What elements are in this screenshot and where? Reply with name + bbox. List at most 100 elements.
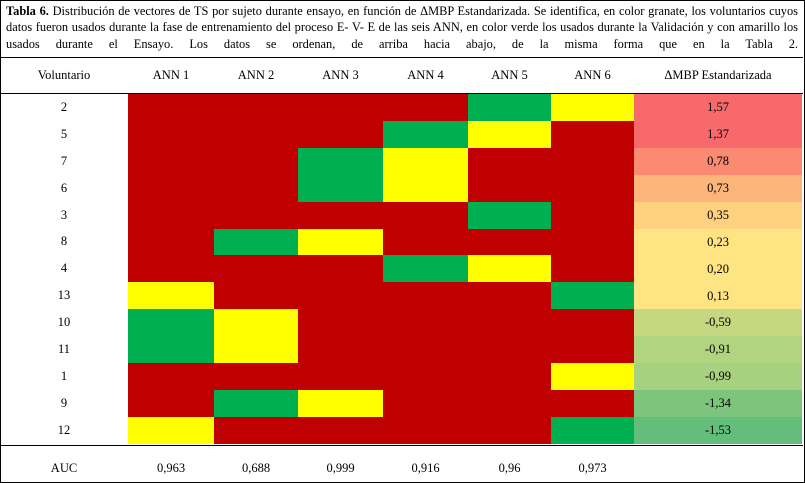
- ann-cell: [214, 94, 298, 122]
- ann-cell: [298, 309, 383, 337]
- auc-value: 0,688: [241, 460, 271, 475]
- ann-cell: [383, 282, 468, 310]
- voluntario-cell: 8: [60, 234, 68, 249]
- ann-cell: [551, 174, 634, 203]
- column-header: ANN 4: [407, 67, 444, 82]
- ann-cell: [298, 174, 383, 203]
- ann-cell: [551, 309, 634, 337]
- dmbp-cell: -0,59: [634, 309, 802, 337]
- voluntario-cell: 3: [60, 207, 68, 222]
- ann-cell: [551, 147, 634, 176]
- dmbp-cell: 0,23: [634, 228, 802, 256]
- ann-cell: [383, 389, 468, 418]
- voluntario-cell: 1: [60, 368, 68, 383]
- ann-cell: [468, 389, 551, 418]
- dmbp-cell: 0,13: [634, 282, 802, 310]
- ann-cell: [383, 228, 468, 256]
- ann-cell: [383, 255, 468, 283]
- ann-cell: [128, 94, 214, 122]
- ann-cell: [468, 120, 551, 149]
- ann-cell: [128, 363, 214, 391]
- dmbp-cell: -0,99: [634, 363, 802, 391]
- auc-value: 0,963: [156, 460, 186, 475]
- ann-cell: [468, 336, 551, 364]
- ann-cell: [298, 255, 383, 283]
- voluntario-cell: 6: [60, 180, 68, 195]
- ann-cell: [214, 255, 298, 283]
- auc-value: 0,916: [411, 460, 440, 475]
- dmbp-cell: 0,20: [634, 255, 802, 283]
- ann-cell: [383, 336, 468, 364]
- ann-cell: [214, 363, 298, 391]
- ann-cell: [468, 174, 551, 203]
- ann-cell: [551, 94, 634, 122]
- ann-cell: [214, 309, 298, 337]
- dmbp-cell: -1,53: [634, 416, 802, 445]
- ann-cell: [298, 147, 383, 176]
- caption-label: Tabla 6.: [6, 4, 49, 18]
- ann-cell: [128, 282, 214, 310]
- auc-value: 0,999: [326, 460, 355, 475]
- table-caption: Tabla 6. Distribución de vectores de TS …: [6, 3, 798, 52]
- ann-cell: [551, 363, 634, 391]
- ann-cell: [383, 147, 468, 176]
- column-header: ANN 3: [322, 67, 359, 82]
- ann-cell: [214, 201, 298, 230]
- ann-cell: [468, 228, 551, 256]
- ann-cell: [551, 389, 634, 418]
- column-header: ANN 6: [574, 67, 611, 82]
- caption-text: Distribución de vectores de TS por sujet…: [6, 4, 799, 51]
- ann-cell: [551, 201, 634, 230]
- ann-cell: [468, 309, 551, 337]
- ann-cell: [214, 174, 298, 203]
- ann-cell: [298, 201, 383, 230]
- voluntario-cell: 4: [60, 261, 68, 276]
- header-divider: [0, 93, 803, 94]
- ann-cell: [128, 309, 214, 337]
- ann-cell: [468, 282, 551, 310]
- ann-cell: [128, 228, 214, 256]
- ann-cell: [298, 416, 383, 445]
- ann-cell: [551, 120, 634, 149]
- ann-cell: [128, 255, 214, 283]
- ann-cell: [383, 309, 468, 337]
- column-header: ANN 2: [237, 67, 275, 82]
- voluntario-cell: 9: [60, 395, 68, 410]
- ann-cell: [298, 228, 383, 256]
- column-header: ΔMBP Estandarizada: [664, 67, 772, 82]
- ann-cell: [383, 174, 468, 203]
- ann-cell: [383, 416, 468, 445]
- voluntario-cell: 13: [57, 288, 71, 303]
- ann-cell: [468, 363, 551, 391]
- ann-cell: [551, 228, 634, 256]
- ann-cell: [468, 255, 551, 283]
- auc-value: 0,973: [578, 460, 607, 475]
- voluntario-cell: 12: [57, 422, 71, 437]
- ann-cell: [214, 416, 298, 445]
- ann-cell: [298, 336, 383, 364]
- ann-cell: [551, 336, 634, 364]
- ann-cell: [383, 94, 468, 122]
- voluntario-cell: 10: [57, 315, 71, 330]
- ann-cell: [128, 201, 214, 230]
- ann-cell: [214, 282, 298, 310]
- ann-cell: [128, 147, 214, 176]
- ann-cell: [128, 416, 214, 445]
- voluntario-cell: 2: [60, 99, 68, 114]
- ann-cell: [128, 174, 214, 203]
- ann-cell: [298, 120, 383, 149]
- ann-cell: [468, 201, 551, 230]
- voluntario-cell: 5: [60, 126, 68, 141]
- dmbp-cell: 0,78: [634, 147, 802, 176]
- ann-cell: [214, 147, 298, 176]
- dmbp-cell: 0,73: [634, 174, 802, 203]
- column-header: ANN 5: [491, 67, 528, 82]
- ann-cell: [551, 282, 634, 310]
- auc-divider: [0, 444, 803, 446]
- dmbp-cell: 1,57: [634, 94, 802, 122]
- ann-cell: [214, 389, 298, 418]
- ann-cell: [214, 228, 298, 256]
- column-header: Voluntario: [37, 67, 91, 82]
- ann-cell: [128, 120, 214, 149]
- voluntario-cell: 7: [60, 153, 68, 168]
